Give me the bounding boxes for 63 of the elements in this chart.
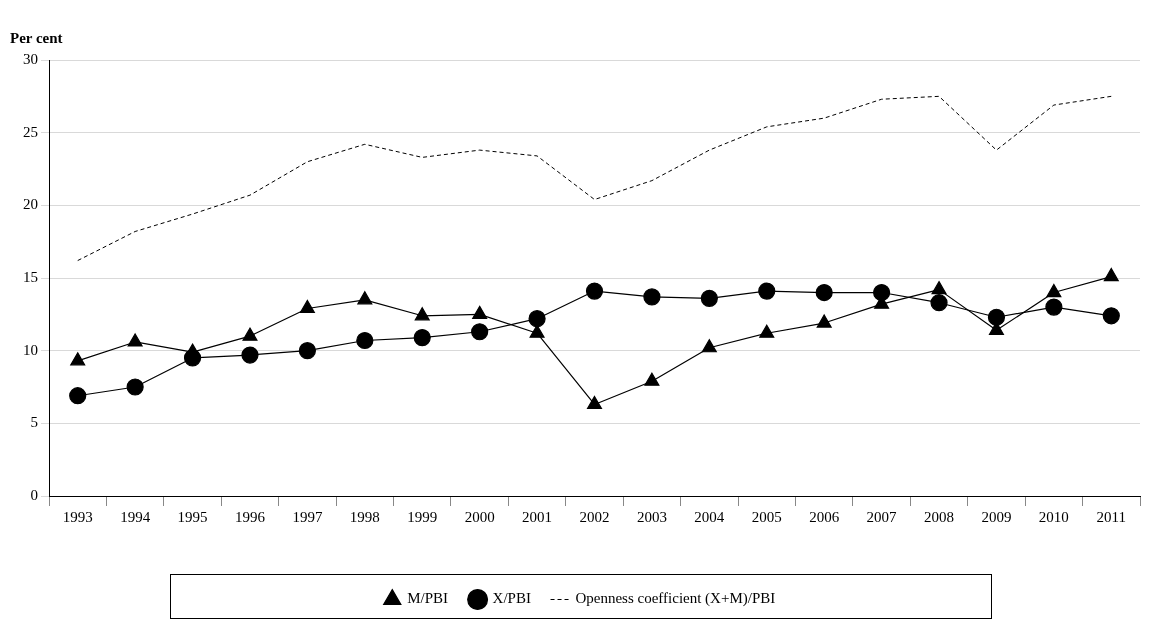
point: [69, 387, 87, 405]
point: [242, 327, 258, 341]
x-tick-label: 2007: [866, 508, 898, 525]
legend-label: X/PBI: [492, 590, 531, 607]
point: [585, 282, 604, 300]
point: [816, 314, 832, 328]
x-tick-label: 1999: [407, 508, 438, 525]
point: [356, 331, 374, 350]
point: [701, 339, 717, 353]
point: [700, 289, 718, 307]
point: [644, 372, 660, 386]
point: [528, 310, 546, 328]
x-tick-label: 2000: [464, 508, 495, 525]
point: [1102, 307, 1120, 325]
point: [126, 378, 144, 396]
y-tick-label: 5: [30, 414, 38, 431]
x-tick-label: 2001: [522, 508, 553, 525]
x-tick-label: 2006: [809, 508, 840, 525]
point: [1046, 283, 1062, 298]
point: [586, 395, 603, 410]
x-tick-label: 1993: [62, 508, 93, 525]
point: [815, 283, 833, 302]
y-tick-label: 25: [23, 123, 38, 140]
x-tick-label: 1994: [120, 508, 151, 525]
point: [643, 288, 661, 306]
point: [759, 324, 775, 338]
point: [758, 282, 776, 300]
point: [241, 346, 259, 364]
point: [1045, 298, 1063, 316]
point: [471, 323, 489, 341]
x-tick-label: 1997: [292, 508, 323, 525]
point: [931, 281, 947, 295]
point: [413, 328, 431, 347]
point: [299, 299, 315, 314]
y-tick-label: 30: [23, 50, 38, 67]
point: [1103, 267, 1119, 282]
x-tick-label: 2011: [1096, 508, 1127, 525]
point: [70, 352, 86, 366]
x-tick-label: 2008: [924, 508, 955, 525]
x-tick-label: 1998: [349, 508, 380, 525]
y-tick-label: 15: [23, 268, 38, 285]
x-tick-label: 1995: [177, 508, 208, 525]
point: [472, 305, 488, 319]
x-tick-label: 1996: [234, 508, 266, 525]
x-tick-label: 2005: [751, 508, 782, 525]
point: [930, 294, 948, 312]
x-tick-label: 2009: [981, 508, 1012, 525]
x-tick-label: 2004: [694, 508, 725, 525]
legend-label: M/PBI: [407, 590, 449, 607]
point: [987, 308, 1006, 326]
point: [414, 307, 430, 321]
point: [298, 342, 316, 360]
y-tick-label: 10: [23, 341, 38, 358]
x-tick-label: 2010: [1038, 508, 1069, 525]
x-tick-label: 2003: [636, 508, 667, 525]
y-tick-label: 0: [30, 486, 38, 503]
y-tick-label: 20: [23, 196, 38, 213]
point: [357, 291, 373, 305]
x-tick-label: 2002: [579, 508, 610, 525]
point: [127, 333, 143, 347]
y-axis-title: Per cent: [10, 30, 63, 47]
legend-label: Openness coefficient (X+M)/PBI: [575, 590, 776, 608]
line-series: [77, 95, 1112, 262]
